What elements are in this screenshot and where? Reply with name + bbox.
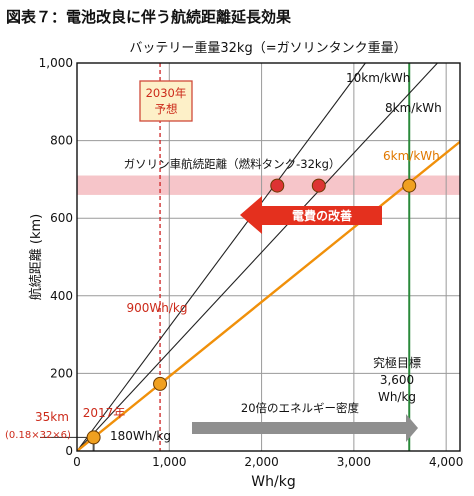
- series-label: 8km/kWh: [385, 101, 442, 115]
- x-tick-label: 2,000: [244, 455, 278, 469]
- label-35km-formula: (0.18×32×6): [5, 430, 71, 441]
- improvement-arrow-shape: [240, 196, 382, 234]
- series-line: [77, 63, 438, 451]
- target-title: 究極目標: [373, 355, 421, 370]
- y-tick-label: 800: [50, 134, 73, 148]
- efficiency-improvement-arrow: 電費の改善: [240, 196, 382, 234]
- series-label: 6km/kWh: [383, 149, 440, 163]
- x-tick-label: 1,000: [152, 455, 186, 469]
- series-line: [77, 63, 366, 451]
- chart-subtitle: バッテリー重量32kg（=ガソリンタンク重量）: [129, 40, 406, 56]
- x-tick-label: 3,000: [337, 455, 371, 469]
- data-point: [270, 178, 285, 193]
- forecast-box-label: 予想: [155, 102, 178, 116]
- target-value: 3,600: [380, 373, 414, 387]
- x-axis-title: Wh/kg: [251, 474, 295, 490]
- gasoline-range-label: ガソリン車航続距離（燃料タンク-32kg）: [124, 157, 341, 171]
- data-point: [153, 376, 168, 391]
- y-tick-label: 1,000: [39, 56, 73, 70]
- plot-frame: [76, 62, 461, 452]
- y-tick-label: 200: [50, 366, 73, 380]
- x-tick-label: 0: [73, 455, 81, 469]
- x-tick-label: 4,000: [429, 455, 463, 469]
- figure-title: 図表７：電池改良に伴う航続距離延長効果: [6, 8, 292, 26]
- energy-density-arrow: 20倍のエネルギー密度: [192, 401, 418, 442]
- label-180whkg: 180Wh/kg: [110, 429, 171, 443]
- density-arrow-shape: [192, 414, 418, 442]
- density-arrow-label: 20倍のエネルギー密度: [241, 401, 360, 415]
- y-tick-label: 600: [50, 211, 73, 225]
- y-axis-title: 航続距離 (km): [28, 214, 44, 300]
- forecast-box-frame: [139, 80, 193, 122]
- label-35km: 35km: [35, 410, 69, 424]
- target-unit: Wh/kg: [378, 390, 416, 404]
- y-tick-label: 400: [50, 289, 73, 303]
- series-label: 10km/kWh: [346, 71, 410, 85]
- data-point: [86, 430, 101, 445]
- series-line: [77, 140, 460, 451]
- label-2017: 2017年: [83, 406, 126, 420]
- forecast-box-year: 2030年: [146, 86, 187, 100]
- data-point: [402, 178, 417, 193]
- improvement-arrow-label: 電費の改善: [292, 208, 352, 223]
- data-point: [311, 178, 326, 193]
- gasoline-range-band: [77, 175, 460, 195]
- label-900whkg: 900Wh/kg: [127, 301, 188, 315]
- y-tick-label: 0: [65, 444, 73, 458]
